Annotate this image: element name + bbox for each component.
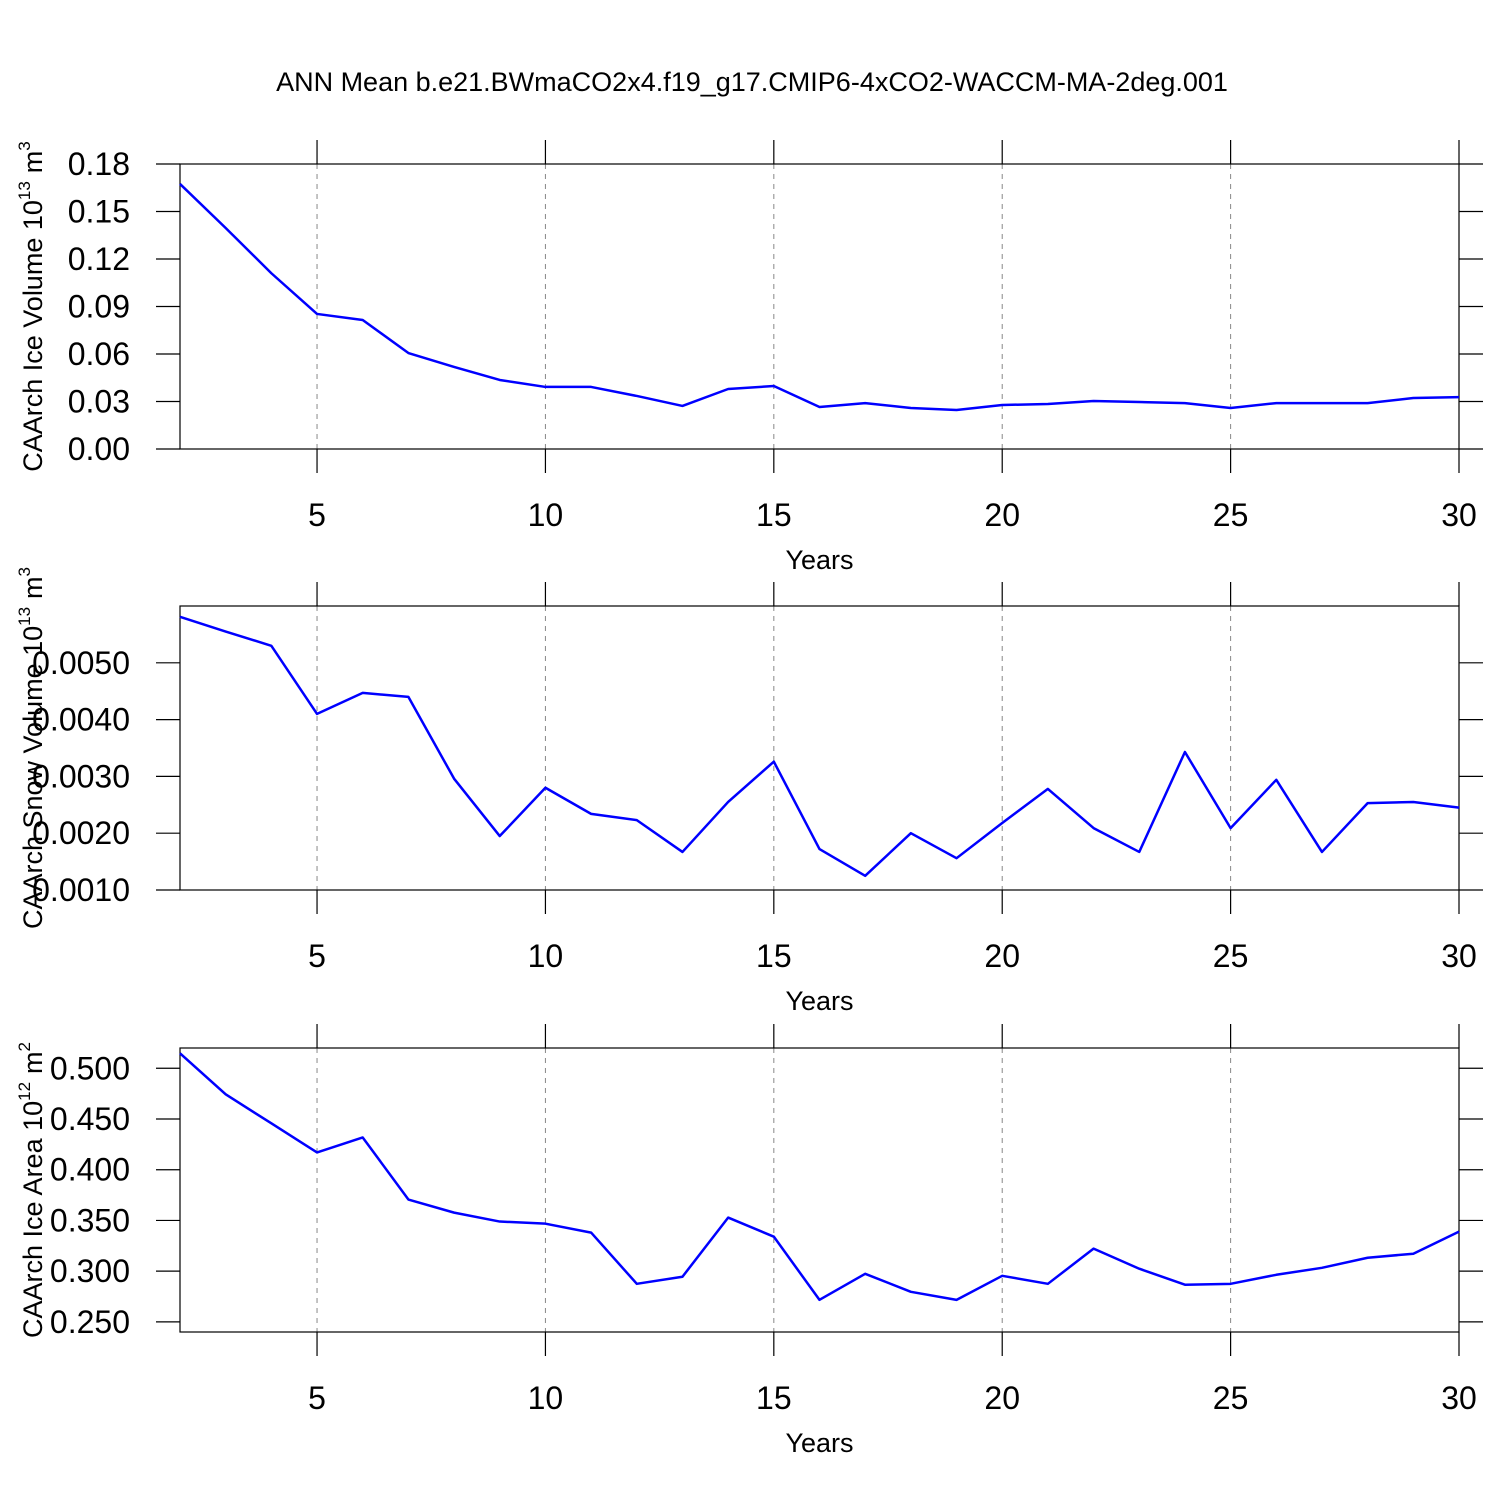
x-tick-label: 10: [528, 938, 564, 974]
x-tick-label: 25: [1213, 1380, 1249, 1416]
y-tick-label: 0.0010: [32, 872, 130, 908]
y-tick-label: 0.0040: [32, 702, 130, 738]
y-tick-label: 0.300: [50, 1253, 130, 1289]
x-tick-label: 30: [1441, 1380, 1477, 1416]
y-tick-label: 0.09: [68, 289, 130, 325]
x-tick-label: 15: [756, 497, 792, 533]
x-tick-label: 15: [756, 938, 792, 974]
x-tick-label: 30: [1441, 938, 1477, 974]
x-tick-label: 20: [984, 497, 1020, 533]
x-tick-label: 5: [308, 497, 326, 533]
y-tick-label: 0.400: [50, 1152, 130, 1188]
x-tick-label: 10: [528, 497, 564, 533]
data-line: [179, 615, 1460, 878]
y-tick-label: 0.350: [50, 1202, 130, 1238]
x-tick-label: 5: [308, 1380, 326, 1416]
x-axis-label: Years: [785, 1428, 853, 1458]
data-line: [179, 183, 1460, 412]
y-axis-label: CAArch Snow Volume 1013 m3: [15, 567, 48, 929]
x-tick-label: 15: [756, 1380, 792, 1416]
x-tick-label: 25: [1213, 938, 1249, 974]
y-tick-label: 0.03: [68, 384, 130, 420]
y-axis-label-unit: m: [18, 151, 48, 174]
x-tick-label: 25: [1213, 497, 1249, 533]
x-tick-label: 20: [984, 1380, 1020, 1416]
y-tick-label: 0.18: [68, 146, 130, 182]
y-tick-label: 0.450: [50, 1101, 130, 1137]
y-axis-label-text: CAArch Ice Volume 10: [18, 200, 48, 472]
plot-frame: [179, 163, 1460, 450]
y-axis-label-unit: m: [18, 576, 48, 599]
y-axis-label-text: CAArch Ice Area 10: [18, 1101, 48, 1338]
figure-title: ANN Mean b.e21.BWmaCO2x4.f19_g17.CMIP6-4…: [276, 67, 1228, 97]
x-axis-label: Years: [785, 986, 853, 1016]
x-axis-label: Years: [785, 545, 853, 575]
y-tick-label: 0.12: [68, 241, 130, 277]
y-tick-label: 0.06: [68, 336, 130, 372]
y-tick-label: 0.0030: [32, 758, 130, 794]
plot-frame: [179, 1047, 1460, 1333]
y-axis-label-exponent: 12: [15, 1082, 34, 1101]
y-axis-label-unit: m: [18, 1051, 48, 1074]
y-tick-label: 0.15: [68, 194, 130, 230]
x-tick-label: 10: [528, 1380, 564, 1416]
y-axis-label-unit-exponent: 3: [15, 141, 34, 150]
y-tick-label: 0.250: [50, 1304, 130, 1340]
x-tick-label: 20: [984, 938, 1020, 974]
y-axis-label: CAArch Ice Area 1012 m2: [15, 1042, 48, 1338]
y-tick-label: 0.00: [68, 431, 130, 467]
y-tick-label: 0.0050: [32, 645, 130, 681]
y-axis-label-exponent: 13: [15, 181, 34, 200]
data-line: [179, 1052, 1460, 1302]
x-tick-label: 30: [1441, 497, 1477, 533]
y-axis-label-unit-exponent: 3: [15, 567, 34, 576]
y-axis-label: CAArch Ice Volume 1013 m3: [15, 141, 48, 472]
plot-frame: [179, 605, 1460, 891]
y-axis-label-text: CAArch Snow Volume 10: [18, 626, 48, 929]
y-axis-label-exponent: 13: [15, 607, 34, 626]
x-tick-label: 5: [308, 938, 326, 974]
y-tick-label: 0.500: [50, 1050, 130, 1086]
y-axis-label-unit-exponent: 2: [15, 1042, 34, 1051]
y-tick-label: 0.0020: [32, 815, 130, 851]
